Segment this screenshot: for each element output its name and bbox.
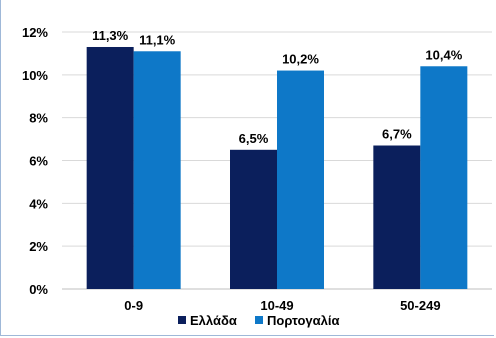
data-label: 11,3%	[92, 28, 129, 43]
bar-greece-0-9	[86, 46, 134, 289]
bar-portugal-0-9	[133, 51, 181, 290]
legend-label-greece: Ελλάδα	[190, 313, 237, 328]
data-label: 10,2%	[282, 52, 319, 67]
y-tick-label: 10%	[22, 68, 48, 83]
bar-greece-10-49	[230, 149, 277, 289]
x-tick-label: 0-9	[124, 298, 143, 313]
bar-portugal-50-249	[420, 66, 468, 290]
legend-swatch-portugal	[255, 316, 263, 324]
data-label: 6,7%	[382, 127, 412, 142]
legend-swatch-greece	[178, 316, 186, 324]
bar-greece-50-249	[373, 145, 421, 289]
x-tick-label: 10-49	[260, 298, 293, 313]
bar-portugal-10-49	[277, 70, 324, 289]
legend-label-portugal: Πορτογαλία	[267, 313, 339, 328]
y-tick-label: 6%	[29, 154, 48, 169]
data-label: 11,1%	[139, 32, 176, 47]
y-tick-label: 12%	[22, 25, 48, 40]
data-label: 10,4%	[425, 47, 462, 62]
y-tick-label: 2%	[29, 239, 48, 254]
y-tick-label: 0%	[29, 282, 48, 297]
y-tick-label: 4%	[29, 196, 48, 211]
y-tick-label: 8%	[29, 111, 48, 126]
data-label: 6,5%	[239, 131, 269, 146]
x-tick-label: 50-249	[400, 298, 440, 313]
